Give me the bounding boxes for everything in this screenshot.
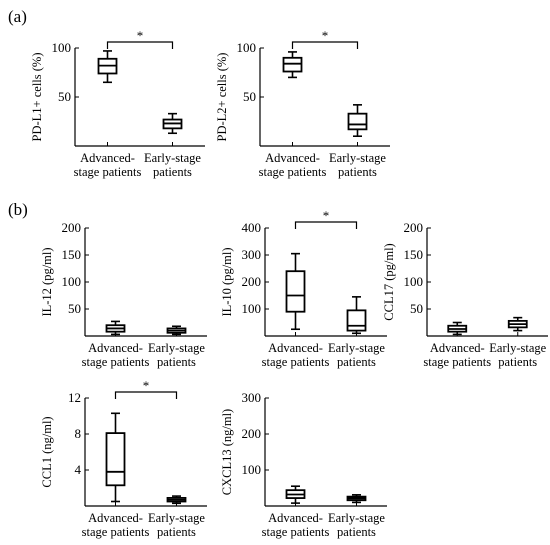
- x-tick-label: Early-stage: [144, 151, 201, 165]
- y-axis-title: PD-L2+ cells (%): [215, 53, 229, 142]
- x-tick-label: Advanced-: [265, 151, 320, 165]
- box-plot-3: 50 100 150 200 IL-12 (pg/ml) Advanced-stage p…: [40, 220, 207, 369]
- box-advanced-stage: [282, 51, 303, 79]
- significance-bracket: [114, 391, 178, 399]
- box-plot-6: 4 8 12 CCL1 (ng/ml) Advanced-stage patientsE…: [40, 378, 207, 539]
- x-tick-label: Early-stage: [328, 341, 385, 355]
- x-tick-label: stage patients: [262, 525, 330, 539]
- box-advanced-stage: [285, 252, 306, 331]
- y-tick-label: 300: [242, 390, 262, 405]
- x-tick-label: Early-stage: [148, 341, 205, 355]
- box-early-stage: [162, 112, 183, 135]
- y-tick-label: 8: [75, 426, 82, 441]
- x-tick-label: patients: [498, 355, 537, 369]
- x-tick-label: Advanced-: [80, 151, 135, 165]
- box-early-stage: [346, 494, 367, 504]
- significance-bracket: [294, 221, 358, 229]
- y-tick-label: 200: [242, 426, 262, 441]
- x-tick-label: Advanced-: [88, 511, 143, 525]
- x-tick-label: patients: [338, 165, 377, 179]
- y-axis-title: CCL17 (pg/ml): [382, 243, 396, 320]
- significance-star: *: [322, 28, 329, 43]
- x-tick-label: Early-stage: [148, 511, 205, 525]
- y-axis-title: IL-12 (pg/ml): [40, 247, 54, 316]
- iqr-box: [346, 309, 367, 332]
- panel-label-b: (b): [8, 200, 28, 219]
- panel-label-a: (a): [8, 7, 27, 26]
- x-tick-label: patients: [153, 165, 192, 179]
- iqr-box: [347, 112, 368, 131]
- significance-bracket: [106, 41, 174, 49]
- box-advanced-stage: [97, 50, 118, 84]
- box-advanced-stage: [105, 320, 126, 336]
- y-tick-label: 300: [242, 247, 262, 262]
- x-tick-label: stage patients: [82, 525, 150, 539]
- iqr-box: [105, 432, 126, 487]
- y-tick-label: 150: [404, 247, 424, 262]
- y-axis-title: IL-10 (pg/ml): [220, 247, 234, 316]
- x-tick-label: stage patients: [262, 355, 330, 369]
- box-plot-2: 50 100 PD-L2+ cells (%) Advanced-stage pati…: [215, 28, 390, 179]
- y-tick-label: 100: [52, 40, 72, 55]
- x-tick-label: Early-stage: [329, 151, 386, 165]
- y-tick-label: 100: [62, 274, 82, 289]
- box-plot-4: 100 200 300 400 IL-10 (pg/ml) Advanced-stage …: [220, 208, 387, 369]
- x-tick-label: Early-stage: [489, 341, 546, 355]
- iqr-box: [282, 56, 303, 73]
- box-early-stage: [347, 104, 368, 137]
- y-tick-label: 50: [243, 89, 256, 104]
- x-tick-label: Advanced-: [88, 341, 143, 355]
- x-tick-label: stage patients: [74, 165, 142, 179]
- x-tick-label: stage patients: [82, 355, 150, 369]
- y-tick-label: 200: [404, 220, 424, 235]
- x-tick-label: patients: [157, 355, 196, 369]
- x-tick-label: Advanced-: [268, 511, 323, 525]
- y-tick-label: 400: [242, 220, 262, 235]
- significance-star: *: [137, 28, 144, 43]
- box-advanced-stage: [105, 412, 126, 503]
- x-tick-label: Advanced-: [268, 341, 323, 355]
- y-tick-label: 4: [75, 462, 82, 477]
- y-tick-label: 100: [404, 274, 424, 289]
- x-tick-label: patients: [157, 525, 196, 539]
- x-tick-label: stage patients: [423, 355, 491, 369]
- x-tick-label: patients: [337, 355, 376, 369]
- significance-star: *: [323, 208, 330, 223]
- y-tick-label: 12: [68, 390, 81, 405]
- box-advanced-stage: [447, 321, 468, 336]
- significance-bracket: [291, 41, 359, 49]
- y-tick-label: 50: [410, 301, 423, 316]
- y-tick-label: 150: [62, 247, 82, 262]
- y-axis-title: CXCL13 (ng/ml): [220, 409, 234, 495]
- y-tick-label: 100: [237, 40, 257, 55]
- box-advanced-stage: [285, 485, 306, 504]
- iqr-box: [285, 270, 306, 313]
- y-tick-label: 200: [62, 220, 82, 235]
- box-early-stage: [166, 325, 187, 336]
- y-axis-title: PD-L1+ cells (%): [30, 53, 44, 142]
- box-plot-7: 100 200 300 CXCL13 (ng/ml) Advanced-stage pa…: [220, 390, 387, 539]
- x-tick-label: patients: [337, 525, 376, 539]
- y-axis-title: CCL1 (ng/ml): [40, 416, 54, 487]
- y-tick-label: 100: [242, 301, 262, 316]
- x-tick-label: stage patients: [259, 165, 327, 179]
- box-plot-5: 50 100 150 200 CCL17 (pg/ml) Advanced-stage p…: [382, 220, 548, 369]
- significance-star: *: [143, 378, 150, 393]
- box-plot-1: 50 100 PD-L1+ cells (%) Advanced-stage pati…: [30, 28, 205, 179]
- y-tick-label: 50: [58, 89, 71, 104]
- y-tick-label: 50: [68, 301, 81, 316]
- y-tick-label: 200: [242, 274, 262, 289]
- box-early-stage: [507, 316, 528, 332]
- x-tick-label: Early-stage: [328, 511, 385, 525]
- box-early-stage: [166, 495, 187, 505]
- y-tick-label: 100: [242, 462, 262, 477]
- box-early-stage: [346, 296, 367, 335]
- x-tick-label: Advanced-: [430, 341, 485, 355]
